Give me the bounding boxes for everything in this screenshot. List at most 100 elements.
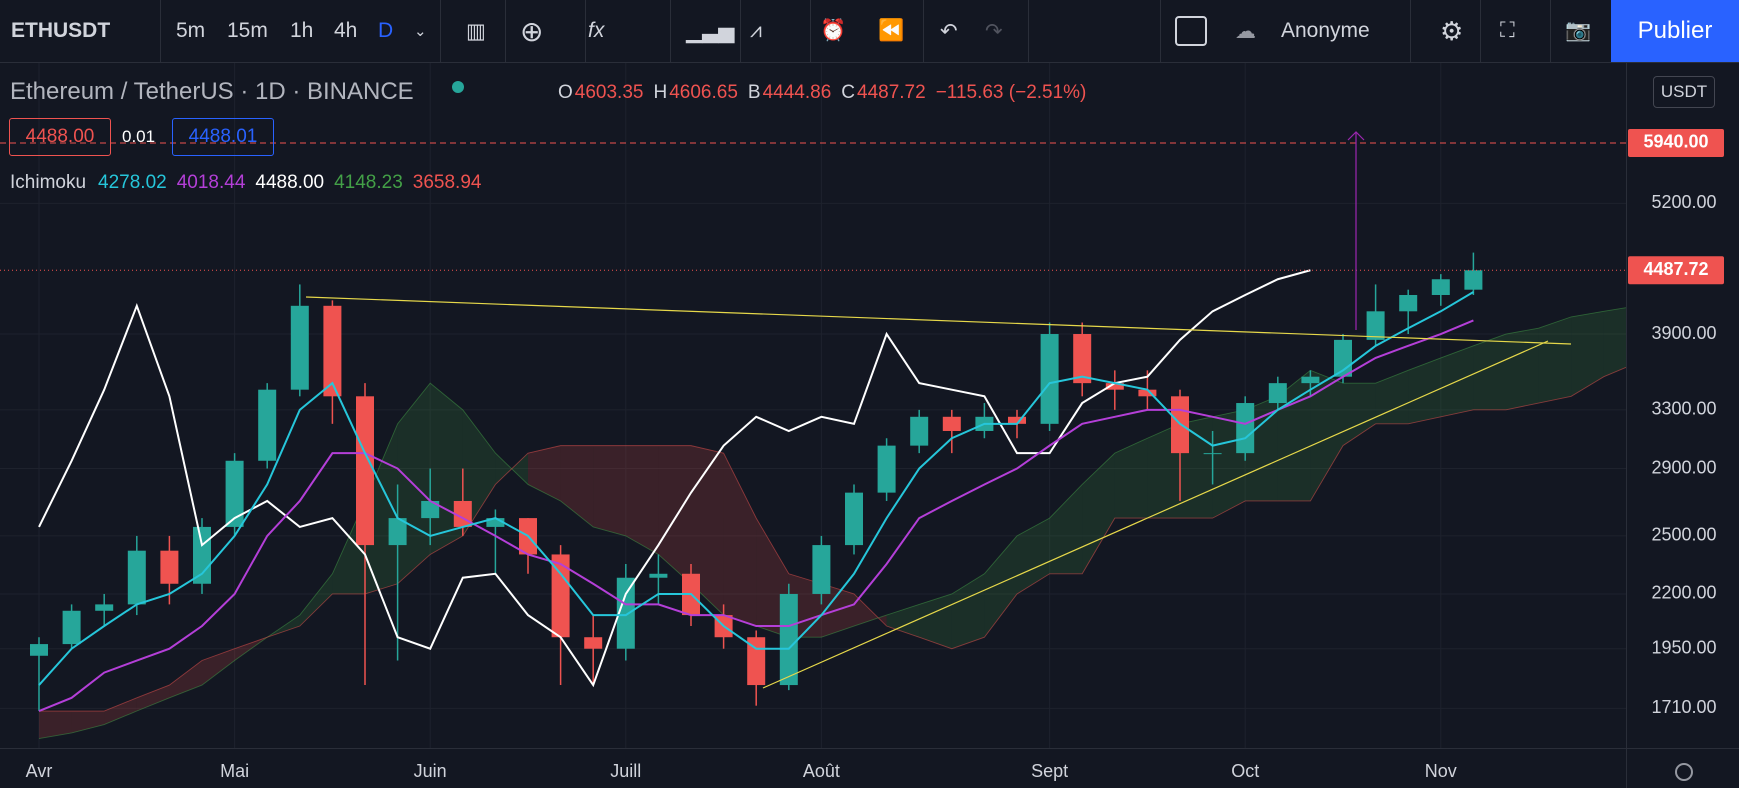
indicator-value: 4488.00 [255, 172, 325, 193]
x-tick-label: Nov [1425, 761, 1457, 781]
cloud [169, 660, 202, 698]
indicators-icon[interactable]: fx [588, 19, 605, 42]
x-tick-label: Juill [610, 761, 641, 781]
candle-body [1138, 389, 1157, 397]
snapshot-icon[interactable]: 📷 [1565, 19, 1592, 42]
interval[interactable]: 4h [334, 19, 358, 42]
y-tick-label: 2900.00 [1651, 457, 1716, 477]
indicator-value: 4148.23 [334, 172, 403, 193]
cloud [1408, 357, 1441, 424]
cloud [39, 711, 72, 739]
x-tick-label: Avr [26, 761, 53, 781]
cloud [951, 573, 985, 649]
cloud [691, 445, 724, 616]
cloud [104, 697, 137, 725]
candle-body [421, 500, 440, 519]
bid[interactable]: 4488.00 [9, 118, 111, 156]
settings-icon[interactable] [1675, 763, 1693, 781]
layout-icon[interactable] [1175, 16, 1207, 46]
indicator-line [38, 307, 1626, 739]
candle-body [1105, 383, 1124, 390]
trendline [305, 296, 1572, 345]
interval[interactable]: 1h [290, 19, 314, 42]
cloud [365, 423, 398, 594]
ohlc-label: H [653, 82, 668, 103]
candle-body [584, 637, 603, 649]
cloud [658, 445, 691, 584]
interval[interactable]: 15m [227, 19, 268, 42]
indicator-value: 4018.44 [176, 172, 246, 193]
cloud [919, 593, 952, 649]
indicator-legend: Ichimoku 4278.02 4018.44 4488.00 4148.23 3658… [10, 172, 491, 194]
candles-icon[interactable]: ▥ [466, 19, 486, 43]
candle-body [1366, 311, 1385, 340]
settings-icon[interactable]: ⚙ [1440, 15, 1464, 46]
dropdown[interactable]: ⌄ [414, 23, 427, 40]
cloud-icon[interactable]: ☁ [1235, 19, 1256, 43]
currency[interactable]: USDT [1653, 76, 1715, 108]
cloud [1603, 307, 1626, 377]
bars-icon[interactable]: ▁▃▅ [686, 19, 735, 43]
candle-body [877, 445, 896, 493]
ohlc-label: O [558, 82, 573, 103]
indicator-value: 4278.02 [98, 172, 167, 193]
replay-icon[interactable]: ⏪ [878, 19, 905, 42]
cloud [1538, 316, 1572, 404]
ohlc-value: 4487.72 [857, 82, 926, 103]
indicator-line [39, 366, 1626, 712]
change: −115.63 (−2.51%) [935, 82, 1087, 103]
cloud [593, 445, 626, 536]
ohlc-label: B [747, 82, 761, 103]
legend-title: Ethereum / TetherUS · 1D · BINANCE [10, 78, 414, 105]
axis-border [0, 748, 1739, 749]
cloud [71, 711, 105, 733]
trendline [762, 340, 1549, 689]
cloud [1082, 453, 1115, 574]
symbol[interactable]: ETHUSDT [11, 19, 111, 42]
redo-icon[interactable]: ↷ [985, 19, 1003, 43]
cloud [1343, 383, 1376, 446]
ohlc: O 4603.35 H 4606.65 B 4444.86 C 4487.72 −115.63 … [558, 82, 1096, 104]
templates-icon[interactable]: ⩘ [750, 19, 762, 42]
candle-body [616, 577, 635, 649]
ohlc-label: C [841, 82, 855, 103]
alert-icon[interactable]: ⏰ [820, 19, 847, 42]
y-tick-label: 2500.00 [1651, 525, 1716, 545]
publish-button[interactable]: Publier [1611, 0, 1739, 62]
interval[interactable]: 5m [176, 19, 206, 42]
ohlc-value: 4603.35 [574, 82, 644, 103]
candle-body [95, 604, 114, 611]
toolbar: ETHUSDT 5m 15m 1h 4h D ⌄ ▥ ⊕ fx ▁▃▅ ⩘ ⏰ … [0, 0, 1739, 63]
y-tick-label: 1950.00 [1651, 637, 1716, 657]
ask[interactable]: 4488.01 [172, 118, 274, 156]
indicator-line [38, 319, 1474, 712]
cloud [1375, 370, 1409, 424]
spread: 0.01 [122, 127, 156, 146]
candle-body [551, 554, 570, 638]
candle-body [1073, 334, 1092, 384]
candle-body [225, 460, 244, 527]
cloud [984, 535, 1017, 638]
add-icon[interactable]: ⊕ [520, 15, 544, 47]
candle-body [845, 492, 863, 546]
cloud [1114, 438, 1148, 519]
indicator-name: Ichimoku [10, 172, 87, 193]
indicator-value: 3658.94 [412, 172, 482, 193]
x-tick-label: Oct [1231, 761, 1259, 781]
candle-body [812, 545, 831, 594]
undo-icon[interactable]: ↶ [940, 19, 958, 43]
candle-body [486, 518, 505, 527]
user-name[interactable]: Anonyme [1281, 19, 1370, 42]
price-tag-label: 4487.72 [1643, 259, 1708, 279]
candle-body [323, 305, 342, 397]
candle-body [388, 518, 407, 546]
candle-body [290, 305, 309, 390]
candle-body [1203, 453, 1222, 455]
y-tick-label: 3900.00 [1651, 323, 1716, 343]
fullscreen-icon[interactable]: ⛶ [1500, 19, 1515, 42]
drawings [305, 131, 1572, 689]
interval[interactable]: D [378, 19, 394, 42]
cloud [723, 453, 757, 627]
